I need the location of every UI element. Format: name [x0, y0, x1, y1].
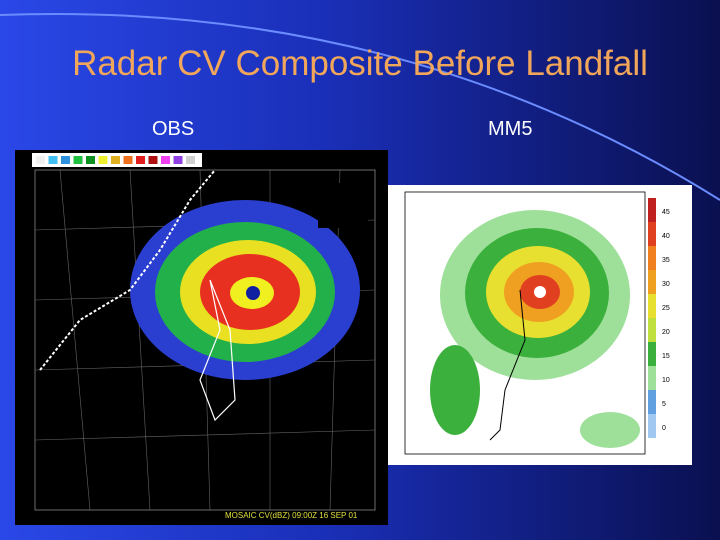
color-swatch	[648, 222, 656, 246]
color-swatch	[648, 294, 656, 318]
color-swatch	[186, 156, 195, 164]
panel-label: MM5	[488, 118, 533, 140]
color-swatch	[48, 156, 58, 164]
color-swatch	[111, 156, 120, 164]
color-swatch	[648, 390, 656, 414]
panel-label: OBS	[152, 118, 195, 140]
obs-image: MOSAIC CV(dBZ) 09:00Z 16 SEP 01	[15, 150, 388, 525]
color-swatch	[86, 156, 95, 164]
color-swatch	[173, 156, 183, 164]
colorbar-label: 10	[662, 377, 670, 384]
color-swatch	[73, 156, 83, 164]
color-swatch	[648, 198, 656, 222]
color-swatch	[648, 246, 656, 270]
color-swatch	[648, 414, 656, 438]
colorbar-label: 15	[662, 353, 670, 360]
colorbar-label: 20	[662, 329, 670, 336]
color-swatch	[648, 318, 656, 342]
color-swatch	[36, 156, 45, 164]
slide-title: Radar CV Composite Before Landfall	[72, 44, 648, 83]
color-swatch	[148, 156, 158, 164]
colorbar-label: 0	[662, 425, 666, 432]
color-swatch	[161, 156, 170, 164]
colorbar-label: 5	[662, 401, 666, 408]
obs-caption: MOSAIC CV(dBZ) 09:00Z 16 SEP 01	[225, 511, 358, 520]
colorbar-label: 35	[662, 257, 670, 264]
color-swatch	[136, 156, 145, 164]
color-swatch	[61, 156, 70, 164]
mm5-image: 45 40 35 30 25 20 15 10 5 0	[388, 185, 692, 465]
color-swatch	[123, 156, 133, 164]
color-swatch	[98, 156, 108, 164]
decor-arc	[0, 12, 720, 201]
colorbar-label: 45	[662, 209, 670, 216]
colorbar-label: 40	[662, 233, 670, 240]
colorbar-label: 25	[662, 305, 670, 312]
color-swatch	[648, 342, 656, 366]
colorbar-label: 30	[662, 281, 670, 288]
color-swatch	[648, 270, 656, 294]
color-swatch	[648, 366, 656, 390]
